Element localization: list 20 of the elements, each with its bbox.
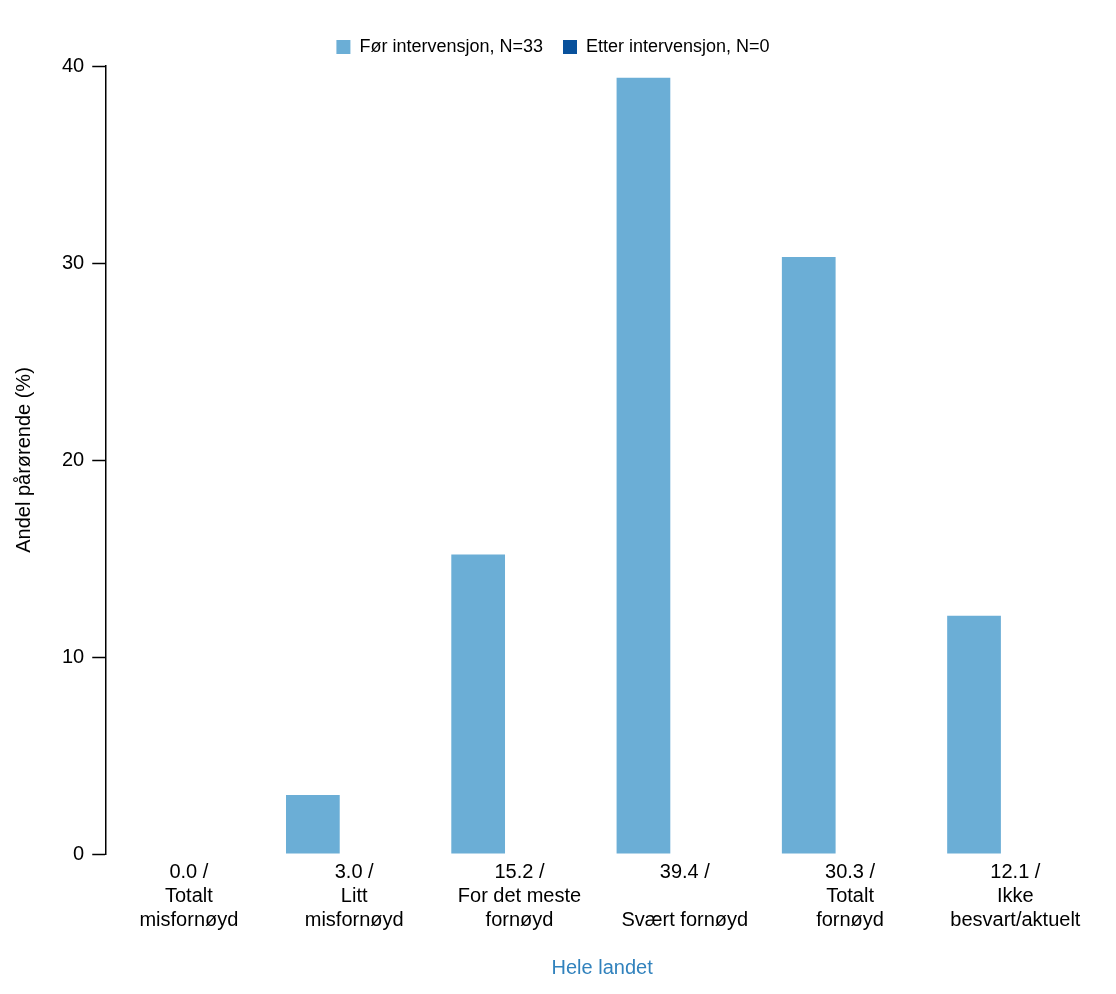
y-tick-label: 10 xyxy=(62,644,85,667)
legend-label: Etter intervensjon, N=0 xyxy=(585,35,770,56)
bar xyxy=(616,77,671,854)
x-axis-title: Hele landet xyxy=(551,955,654,978)
y-tick-label: 30 xyxy=(62,250,85,273)
y-tick-label: 20 xyxy=(62,447,85,470)
y-tick-label: 0 xyxy=(73,841,85,864)
x-tick-label: 0.0 / Totalt misfornøyd xyxy=(139,859,239,930)
x-tick-label: 3.0 / Litt misfornøyd xyxy=(304,859,404,930)
x-tick-label: 15.2 / For det meste fornøyd xyxy=(457,859,582,930)
category-label: 39.4 / Svært fornøyd xyxy=(621,859,749,930)
y-tick-label: 40 xyxy=(62,53,85,76)
x-tick-label: 30.3 / Totalt fornøyd xyxy=(816,859,884,930)
bar xyxy=(947,615,1001,854)
bar xyxy=(286,794,340,854)
x-tick-label: 12.1 / Ikke besvart/aktuelt xyxy=(950,859,1081,930)
bar xyxy=(451,554,506,854)
y-axis-title: Andel pårørende (%) xyxy=(11,367,34,553)
bar xyxy=(781,257,836,854)
legend-label: Før intervensjon, N=33 xyxy=(359,35,543,56)
